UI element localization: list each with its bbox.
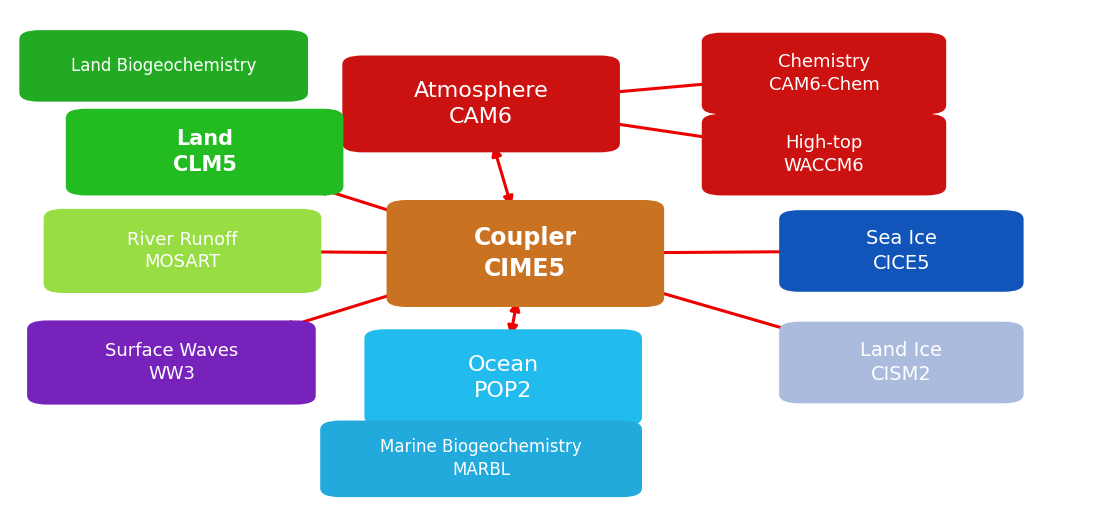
FancyBboxPatch shape <box>19 30 307 101</box>
FancyArrowPatch shape <box>647 289 793 333</box>
Text: Marine Biogeochemistry
MARBL: Marine Biogeochemistry MARBL <box>380 439 582 479</box>
FancyArrowPatch shape <box>603 122 716 141</box>
Text: Coupler
CIME5: Coupler CIME5 <box>473 226 577 281</box>
FancyArrowPatch shape <box>493 149 512 203</box>
Text: Land
CLM5: Land CLM5 <box>173 129 237 175</box>
FancyBboxPatch shape <box>320 421 641 497</box>
Text: Surface Waves
WW3: Surface Waves WW3 <box>105 342 238 383</box>
Text: Land Ice
CISM2: Land Ice CISM2 <box>860 341 942 384</box>
Text: Ocean
POP2: Ocean POP2 <box>468 355 539 401</box>
FancyBboxPatch shape <box>701 32 946 115</box>
FancyBboxPatch shape <box>44 209 321 293</box>
FancyBboxPatch shape <box>343 55 619 152</box>
Text: Sea Ice
CICE5: Sea Ice CICE5 <box>866 229 937 273</box>
FancyArrowPatch shape <box>319 187 400 215</box>
FancyArrowPatch shape <box>650 248 793 257</box>
FancyBboxPatch shape <box>387 200 664 307</box>
Text: Chemistry
CAM6-Chem: Chemistry CAM6-Chem <box>769 53 879 94</box>
FancyBboxPatch shape <box>66 109 343 196</box>
Text: High-top
WACCM6: High-top WACCM6 <box>784 134 864 175</box>
FancyBboxPatch shape <box>27 320 316 405</box>
FancyBboxPatch shape <box>701 114 946 196</box>
FancyArrowPatch shape <box>603 80 716 93</box>
Text: Atmosphere
CAM6: Atmosphere CAM6 <box>414 81 549 127</box>
FancyBboxPatch shape <box>779 321 1023 404</box>
FancyArrowPatch shape <box>509 304 519 332</box>
FancyArrowPatch shape <box>307 248 400 257</box>
Text: Land Biogeochemistry: Land Biogeochemistry <box>71 57 257 75</box>
FancyBboxPatch shape <box>365 330 641 426</box>
FancyBboxPatch shape <box>779 210 1023 292</box>
FancyArrowPatch shape <box>284 291 404 329</box>
Text: River Runoff
MOSART: River Runoff MOSART <box>127 231 238 271</box>
